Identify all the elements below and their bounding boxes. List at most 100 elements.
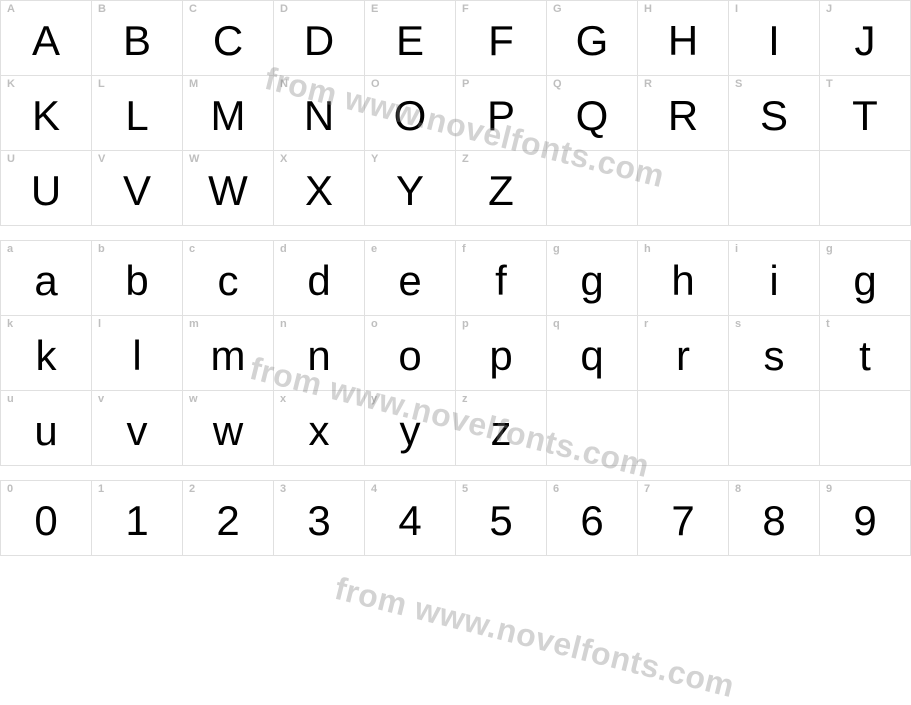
glyph-cell[interactable]: DD xyxy=(274,1,365,76)
glyph-cell-label: g xyxy=(553,244,560,255)
glyph-cell[interactable]: ee xyxy=(365,241,456,316)
glyph-cell[interactable]: aa xyxy=(1,241,92,316)
glyph-cell[interactable]: CC xyxy=(183,1,274,76)
glyph-cell[interactable]: 66 xyxy=(547,481,638,556)
glyph-cell[interactable]: dd xyxy=(274,241,365,316)
glyph: 6 xyxy=(580,494,603,542)
glyph-cell[interactable]: KK xyxy=(1,76,92,151)
glyph-cell[interactable]: bb xyxy=(92,241,183,316)
glyph-cell-label: g xyxy=(826,244,833,255)
glyph-cell[interactable]: mm xyxy=(183,316,274,391)
glyph: P xyxy=(487,89,515,137)
glyph-cell[interactable]: JJ xyxy=(820,1,911,76)
glyph-cell[interactable]: hh xyxy=(638,241,729,316)
glyph-cell[interactable]: tt xyxy=(820,316,911,391)
glyph: O xyxy=(394,89,427,137)
glyph-cell[interactable]: ff xyxy=(456,241,547,316)
glyph: B xyxy=(123,14,151,62)
glyph-cell[interactable]: YY xyxy=(365,151,456,226)
glyph-cell[interactable]: 44 xyxy=(365,481,456,556)
glyph-cell-label: s xyxy=(735,319,741,330)
glyph-cell[interactable]: UU xyxy=(1,151,92,226)
glyph-cell[interactable]: OO xyxy=(365,76,456,151)
glyph: o xyxy=(398,329,421,377)
glyph-cell[interactable]: rr xyxy=(638,316,729,391)
glyph-cell-label: e xyxy=(371,244,377,255)
glyph-cell[interactable]: ss xyxy=(729,316,820,391)
glyph-cell[interactable]: 22 xyxy=(183,481,274,556)
glyph-cell[interactable]: GG xyxy=(547,1,638,76)
glyph-cell[interactable]: TT xyxy=(820,76,911,151)
glyph-cell[interactable]: HH xyxy=(638,1,729,76)
glyph-cell[interactable]: AA xyxy=(1,1,92,76)
glyph-cell-empty xyxy=(820,391,911,466)
glyph-cell[interactable]: nn xyxy=(274,316,365,391)
glyph-cell[interactable]: pp xyxy=(456,316,547,391)
glyph: S xyxy=(760,89,788,137)
glyph: y xyxy=(400,404,421,452)
glyph: m xyxy=(211,329,246,377)
glyph-cell-label: h xyxy=(644,244,651,255)
glyph-cell[interactable]: ZZ xyxy=(456,151,547,226)
glyph-cell[interactable]: ll xyxy=(92,316,183,391)
glyph-cell-label: x xyxy=(280,394,286,405)
glyph: 4 xyxy=(398,494,421,542)
glyph-cell[interactable]: PP xyxy=(456,76,547,151)
glyph-cell-label: F xyxy=(462,4,469,15)
glyph: L xyxy=(125,89,148,137)
glyph-cell[interactable]: kk xyxy=(1,316,92,391)
glyph-cell-label: G xyxy=(553,4,562,15)
glyph-cell-label: R xyxy=(644,79,652,90)
glyph: N xyxy=(304,89,334,137)
glyph-cell-label: U xyxy=(7,154,15,165)
glyph-cell[interactable]: XX xyxy=(274,151,365,226)
glyph-cell[interactable]: 77 xyxy=(638,481,729,556)
glyph-cell-label: 6 xyxy=(553,484,559,495)
glyph: r xyxy=(676,329,690,377)
glyph-cell[interactable]: RR xyxy=(638,76,729,151)
glyph-cell[interactable]: EE xyxy=(365,1,456,76)
glyph-cell[interactable]: LL xyxy=(92,76,183,151)
glyph-cell[interactable]: II xyxy=(729,1,820,76)
glyph-cell-label: E xyxy=(371,4,378,15)
glyph-cell[interactable]: BB xyxy=(92,1,183,76)
glyph-cell-label: H xyxy=(644,4,652,15)
glyph-cell[interactable]: oo xyxy=(365,316,456,391)
glyph-cell[interactable]: uu xyxy=(1,391,92,466)
glyph-cell[interactable]: yy xyxy=(365,391,456,466)
glyph: I xyxy=(768,14,780,62)
glyph: 7 xyxy=(671,494,694,542)
glyph-cell-label: o xyxy=(371,319,378,330)
glyph-cell[interactable]: 00 xyxy=(1,481,92,556)
glyph-cell[interactable]: 11 xyxy=(92,481,183,556)
glyph: J xyxy=(855,14,876,62)
glyph-cell[interactable]: qq xyxy=(547,316,638,391)
glyph-cell[interactable]: NN xyxy=(274,76,365,151)
glyph-cell-label: w xyxy=(189,394,198,405)
glyph-cell[interactable]: xx xyxy=(274,391,365,466)
glyph-cell-label: K xyxy=(7,79,15,90)
glyph-cell-label: C xyxy=(189,4,197,15)
glyph-cell[interactable]: WW xyxy=(183,151,274,226)
glyph-cell[interactable]: gg xyxy=(547,241,638,316)
glyph: l xyxy=(132,329,141,377)
glyph-cell[interactable]: 33 xyxy=(274,481,365,556)
glyph-cell[interactable]: VV xyxy=(92,151,183,226)
section-digits: 00112233445566778899 xyxy=(0,480,911,556)
glyph-cell[interactable]: QQ xyxy=(547,76,638,151)
glyph: X xyxy=(305,164,333,212)
glyph-cell[interactable]: MM xyxy=(183,76,274,151)
glyph-cell-empty xyxy=(729,391,820,466)
glyph-cell[interactable]: 55 xyxy=(456,481,547,556)
glyph-cell[interactable]: FF xyxy=(456,1,547,76)
glyph-cell[interactable]: ii xyxy=(729,241,820,316)
glyph-cell[interactable]: zz xyxy=(456,391,547,466)
glyph: b xyxy=(125,254,148,302)
glyph-cell[interactable]: gg xyxy=(820,241,911,316)
glyph-cell[interactable]: 99 xyxy=(820,481,911,556)
glyph-cell[interactable]: ww xyxy=(183,391,274,466)
glyph-cell[interactable]: vv xyxy=(92,391,183,466)
glyph-cell[interactable]: SS xyxy=(729,76,820,151)
glyph-cell[interactable]: cc xyxy=(183,241,274,316)
glyph-cell[interactable]: 88 xyxy=(729,481,820,556)
